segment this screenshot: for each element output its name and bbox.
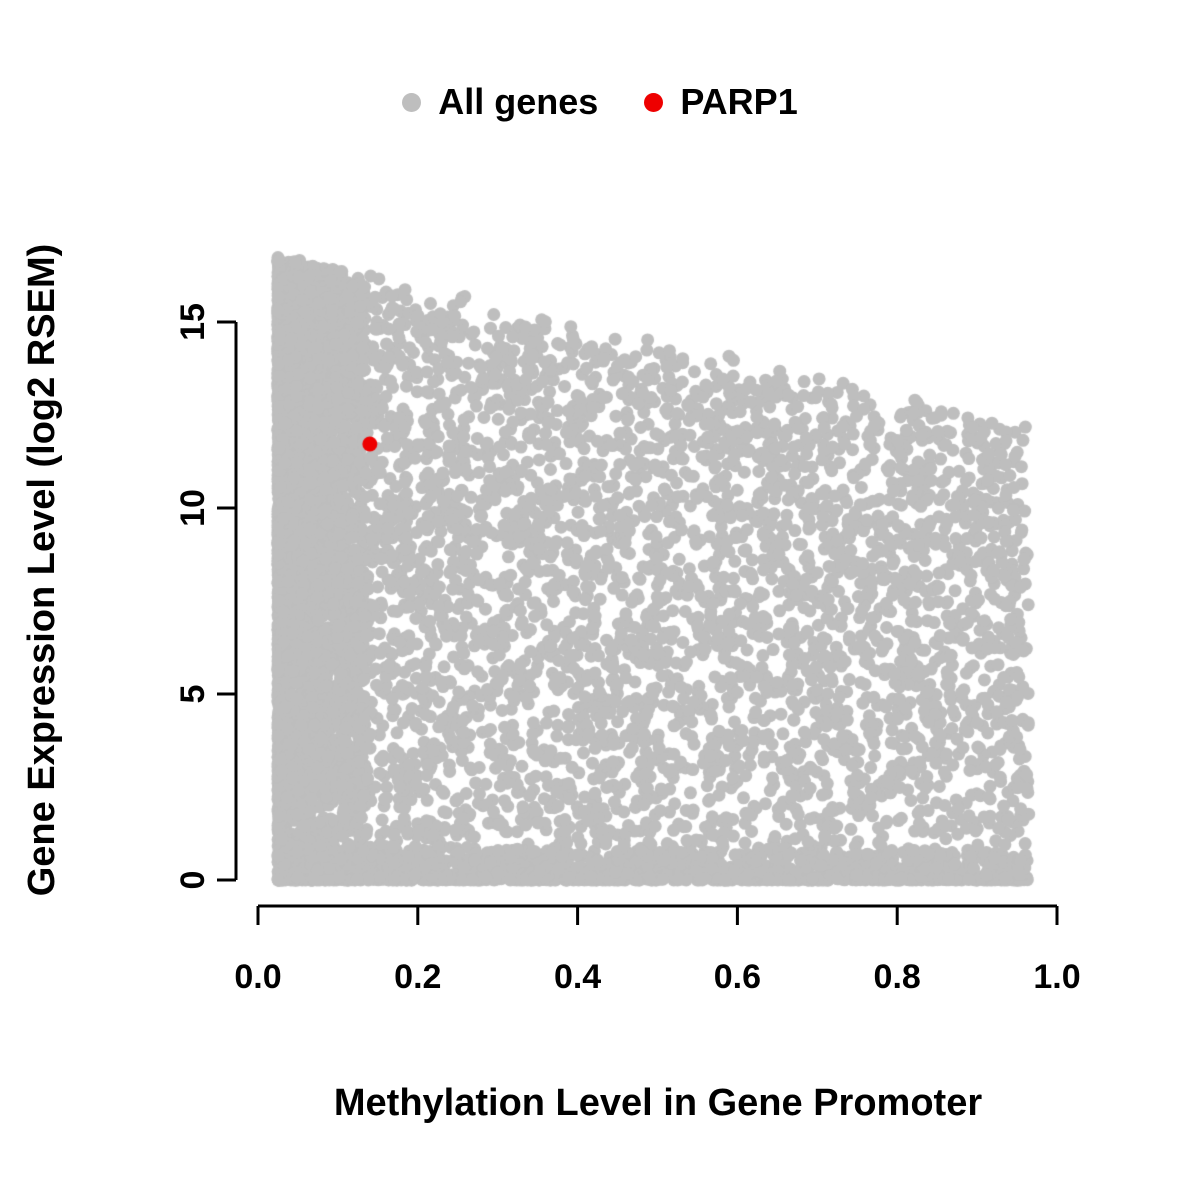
- y-tick-label: 15: [174, 303, 212, 341]
- x-tick-label: 0.4: [553, 958, 602, 996]
- x-tick-label: 0.0: [234, 958, 282, 996]
- x-tick-label: 0.8: [873, 958, 921, 996]
- y-tick-label: 5: [174, 684, 212, 704]
- x-tick-label: 0.2: [394, 958, 442, 996]
- y-tick-label: 10: [174, 489, 212, 527]
- y-axis-title: Gene Expression Level (log2 RSEM): [21, 243, 63, 897]
- x-axis-title: Methylation Level in Gene Promoter: [333, 1082, 983, 1124]
- x-tick-label: 0.6: [713, 958, 762, 996]
- y-tick-label: 0: [174, 870, 212, 890]
- x-tick-label: 1.0: [1033, 958, 1081, 996]
